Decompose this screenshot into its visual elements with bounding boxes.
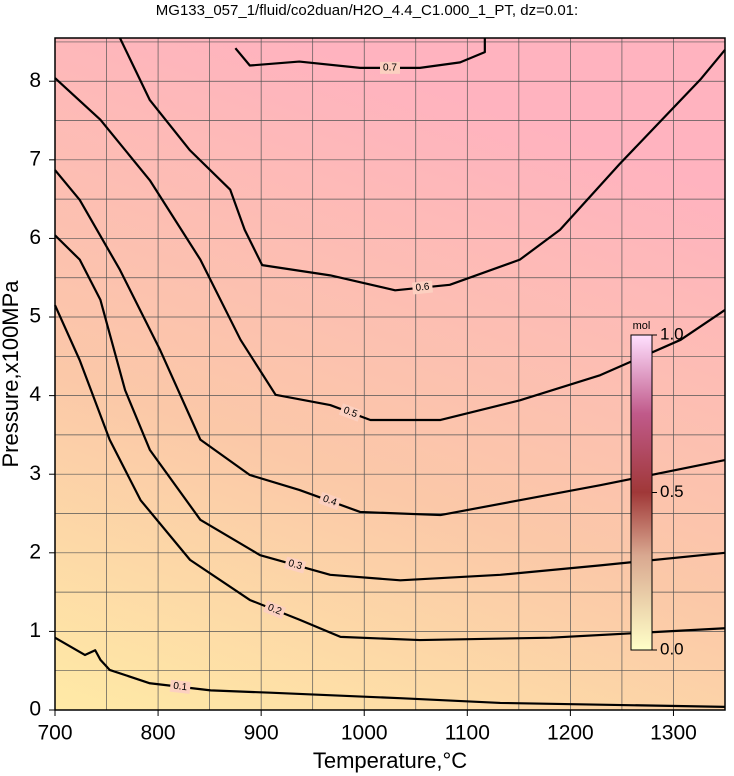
- y-tick-label: 0: [29, 698, 41, 721]
- contour-label: 0.2: [266, 602, 283, 618]
- contour-line: [53, 304, 726, 642]
- y-tick-label: 8: [29, 69, 41, 92]
- contour-label: 0.5: [342, 405, 359, 420]
- x-tick-label: 1100: [445, 722, 490, 745]
- x-tick-label: 900: [244, 722, 279, 745]
- contour-label-bg: [169, 679, 191, 694]
- y-tick-label: 5: [29, 305, 41, 328]
- colorbar-tick-label: 0.5: [660, 482, 684, 501]
- contour-label-bg: [411, 280, 434, 295]
- contour-line: [118, 37, 726, 292]
- y-tick-label: 2: [29, 540, 41, 563]
- y-tick-label: 1: [29, 619, 41, 642]
- x-axis-label: Temperature,°C: [313, 748, 467, 773]
- x-tick-label: 700: [37, 722, 72, 745]
- contour-line: [54, 77, 726, 422]
- plot-frame: [54, 37, 726, 711]
- contour-label: 0.7: [383, 63, 397, 74]
- contour-label: 0.4: [321, 494, 338, 509]
- y-tick-label: 3: [29, 462, 41, 485]
- plot-background: [55, 38, 725, 710]
- x-tick-label: 1300: [650, 722, 697, 745]
- y-tick-label: 6: [29, 226, 41, 249]
- contour-line: [54, 169, 726, 517]
- contour-label: 0.1: [173, 681, 189, 694]
- colorbar: [630, 334, 653, 651]
- colorbar-tick-label: 1.0: [660, 324, 684, 343]
- contour-line: [54, 234, 726, 582]
- contour-label: 0.6: [415, 281, 430, 293]
- x-tick-label: 1000: [341, 722, 388, 745]
- colorbar-label: mol: [633, 320, 651, 332]
- x-tick-label: 800: [141, 722, 176, 745]
- contour-label-bg: [283, 556, 307, 574]
- x-tick-label: 1200: [547, 722, 594, 745]
- contour-line: [54, 636, 726, 708]
- chart-title: MG133_057_1/fluid/co2duan/H2O_4.4_C1.000…: [156, 2, 578, 19]
- contour-label-bg: [380, 61, 400, 74]
- y-tick-label: 4: [29, 383, 41, 406]
- y-tick-label: 7: [29, 147, 41, 170]
- contour-label-bg: [338, 403, 362, 422]
- colorbar-tick-label: 0.0: [660, 639, 684, 658]
- contour-label: 0.3: [287, 558, 304, 572]
- contour-label-bg: [263, 600, 287, 620]
- y-axis-label: Pressure,x100MPa: [0, 280, 23, 468]
- contour-label-bg: [318, 491, 342, 510]
